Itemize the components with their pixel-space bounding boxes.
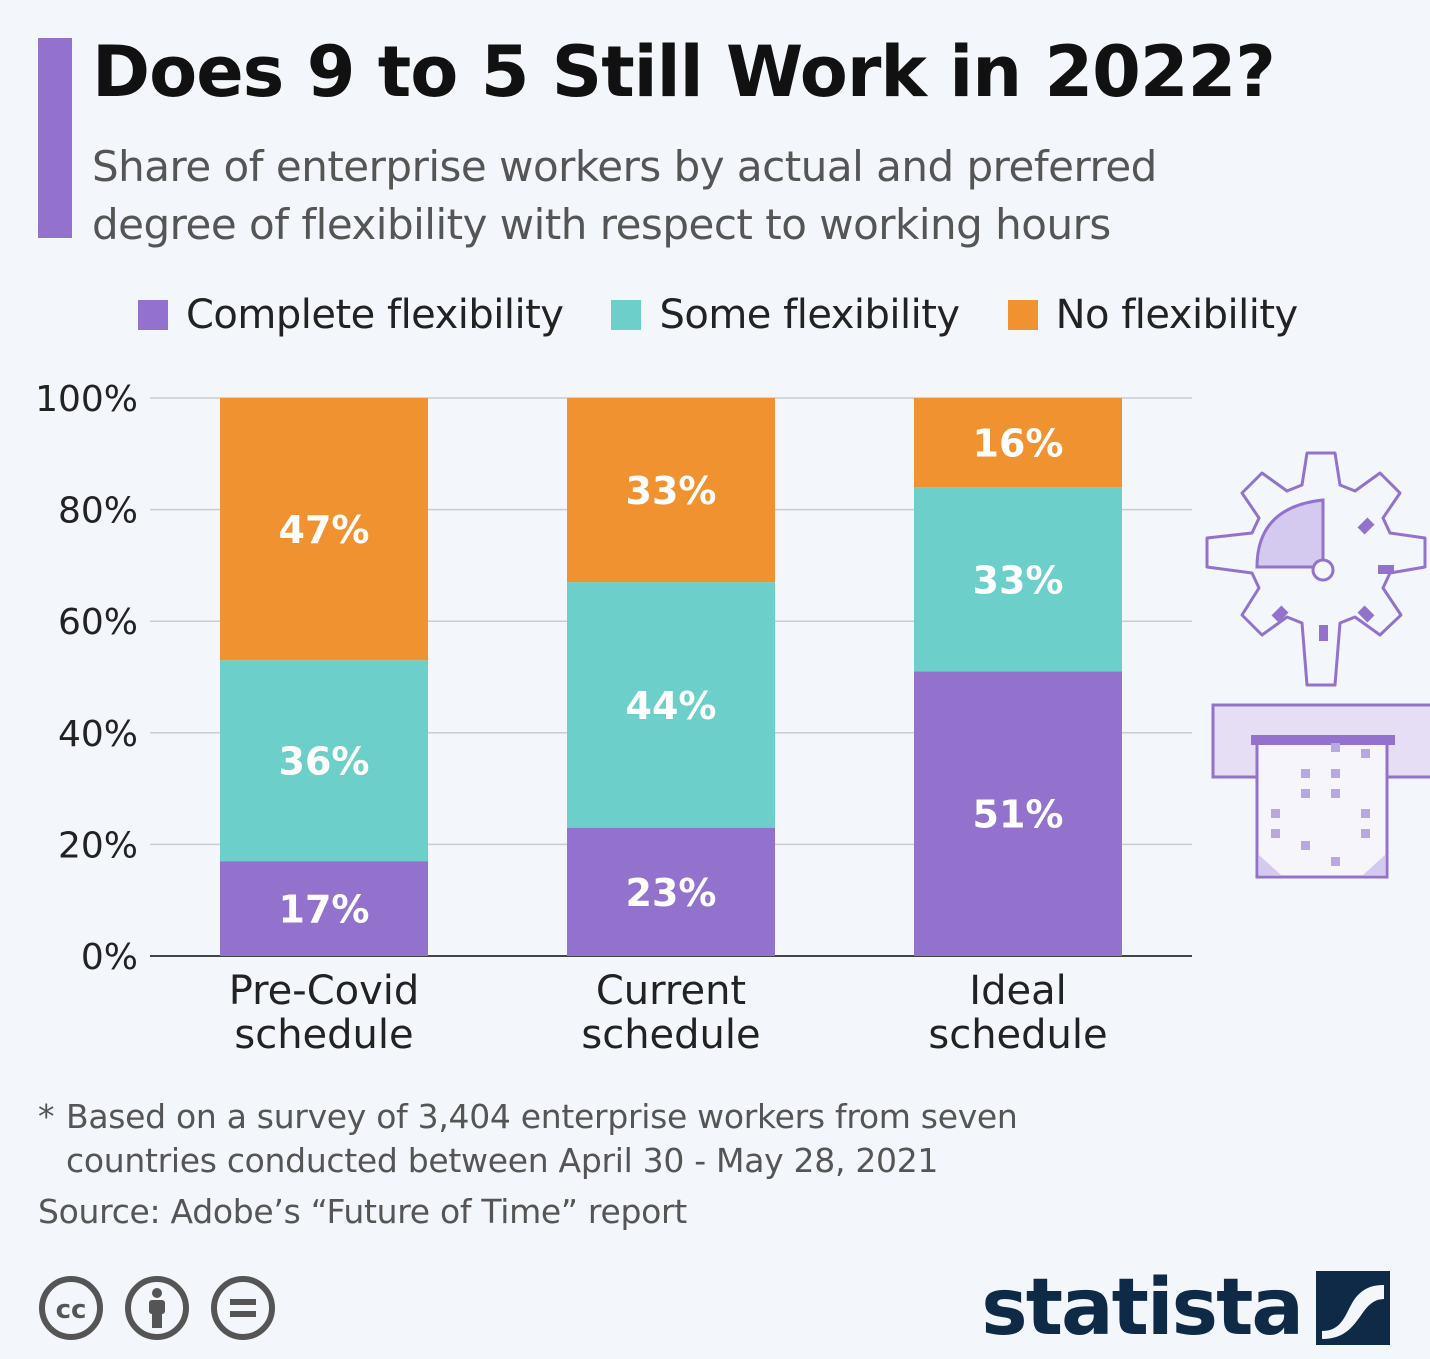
legend-item-none: No flexibility: [1007, 292, 1299, 338]
brand-name: statista: [981, 1263, 1304, 1353]
x-tick-label: schedule: [581, 1012, 760, 1058]
bar-segment: [914, 671, 1122, 956]
bar-segment: [220, 861, 428, 956]
bar-segment: [914, 487, 1122, 672]
y-tick-label: 80%: [58, 491, 138, 532]
title-accent-bar: [38, 38, 72, 238]
statista-logo: statista: [981, 1268, 1390, 1348]
footnote-line-1: Based on a survey of 3,404 enterprise wo…: [66, 1097, 1018, 1136]
nd-icon[interactable]: [210, 1275, 276, 1341]
data-label: 23%: [626, 871, 717, 915]
by-icon[interactable]: [124, 1275, 190, 1341]
x-tick-label: schedule: [928, 1012, 1107, 1058]
legend-item-some: Some flexibility: [611, 292, 960, 338]
chart-subtitle: Share of enterprise workers by actual an…: [92, 142, 1157, 249]
data-label: 33%: [973, 558, 1064, 602]
x-tick-label: Current: [596, 968, 746, 1014]
bar-segment: [220, 660, 428, 862]
footnote-line-2: countries conducted between April 30 - M…: [66, 1141, 939, 1180]
footnote: * Based on a survey of 3,404 enterprise w…: [38, 1095, 1018, 1183]
legend-item-complete: Complete flexibility: [138, 292, 564, 338]
legend-label-complete: Complete flexibility: [186, 292, 564, 338]
chart-title: Does 9 to 5 Still Work in 2022?: [92, 31, 1276, 113]
x-tick-label: Ideal: [969, 968, 1066, 1014]
bar-segment: [567, 582, 775, 828]
data-label: 44%: [626, 684, 717, 728]
bar-segment: [567, 398, 775, 583]
y-tick-label: 40%: [58, 714, 138, 755]
x-tick-label: schedule: [234, 1012, 413, 1058]
legend-swatch-complete: [138, 300, 168, 330]
legend-swatch-some: [611, 300, 642, 330]
legend-label-none: No flexibility: [1055, 292, 1299, 338]
statista-logo-icon: [1316, 1271, 1390, 1345]
source-note: Source: Adobe’s “Future of Time” report: [38, 1192, 687, 1231]
y-tick-label: 20%: [58, 825, 138, 866]
y-tick-label: 100%: [35, 379, 138, 420]
data-label: 36%: [279, 740, 370, 784]
bar-segment: [914, 398, 1122, 488]
data-label: 33%: [626, 469, 717, 513]
y-tick-label: 0%: [81, 937, 138, 978]
cc-icon[interactable]: cc: [38, 1275, 104, 1341]
bar-segment: [567, 827, 775, 956]
legend-swatch-none: [1007, 300, 1038, 330]
stacked-bar-chart: 0%20%40%60%80%100%17%36%47%Pre-Covidsche…: [35, 379, 1192, 1058]
footnote-star: *: [38, 1097, 55, 1136]
bar-segment: [220, 398, 428, 661]
y-tick-label: 60%: [58, 602, 138, 643]
data-label: 16%: [973, 422, 1064, 466]
data-label: 17%: [279, 888, 370, 932]
svg-text:cc: cc: [56, 1295, 87, 1325]
data-label: 47%: [279, 508, 370, 552]
gear-clock-icon: [1205, 451, 1430, 879]
legend-label-some: Some flexibility: [659, 292, 960, 338]
license-icons: cc: [38, 1275, 296, 1341]
x-tick-label: Pre-Covid: [229, 968, 420, 1014]
legend: Complete flexibility Some flexibility No…: [138, 292, 1346, 338]
data-label: 51%: [973, 793, 1064, 837]
